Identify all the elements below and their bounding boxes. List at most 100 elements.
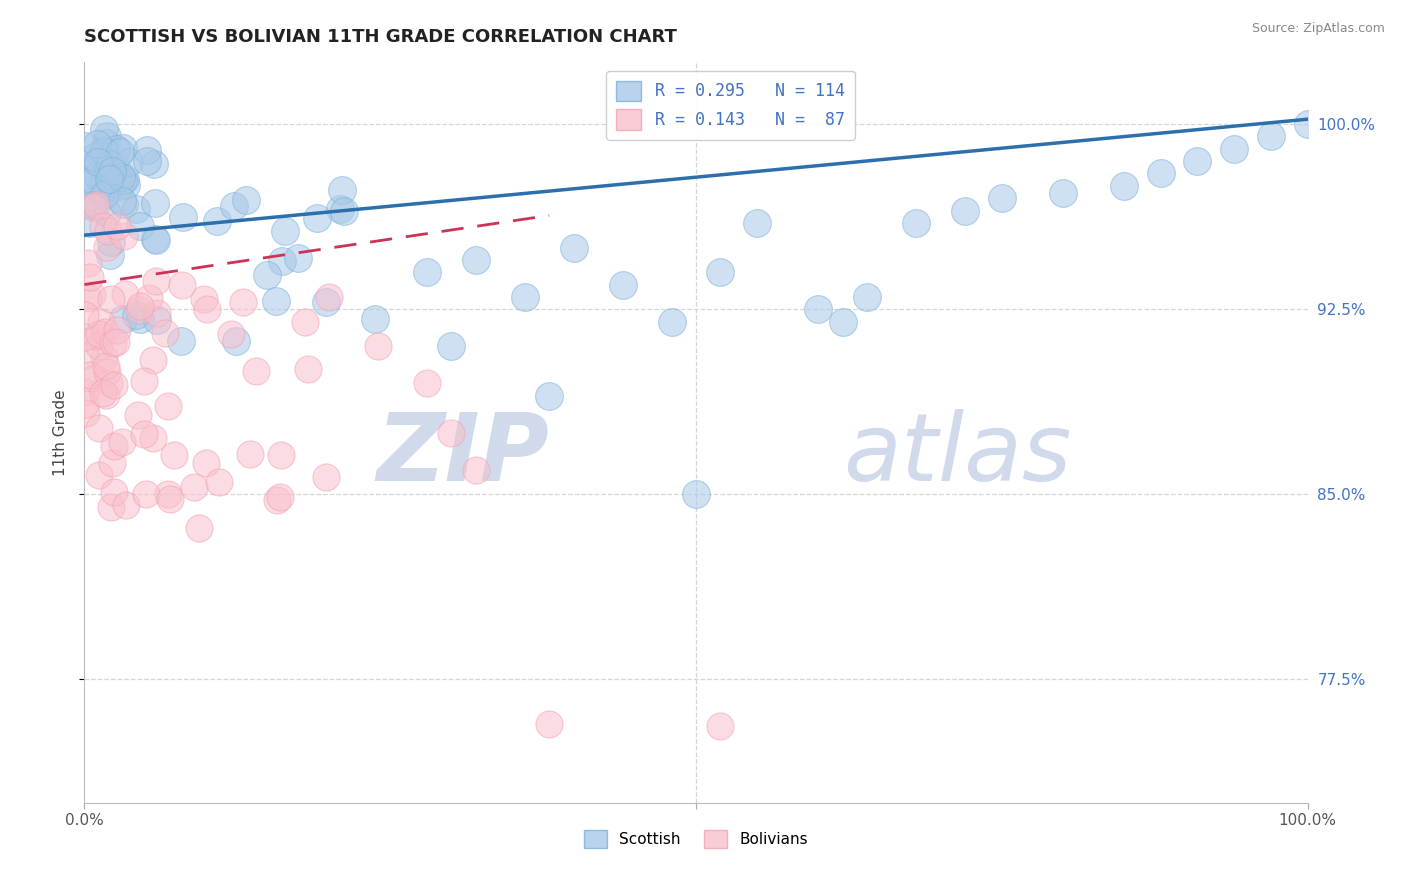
Point [76, 194, 98, 209]
Point [612, 277, 634, 292]
Point [273, 224, 295, 238]
Point [208, 475, 231, 489]
Point [709, 265, 731, 279]
Point [270, 448, 292, 462]
Point [194, 456, 217, 470]
Point [84, 198, 107, 212]
Point [93, 144, 115, 158]
Point [136, 144, 159, 158]
Point [93, 350, 115, 364]
Point [94, 136, 117, 151]
Point [82, 173, 104, 187]
Point [83, 150, 105, 164]
Point [80, 197, 103, 211]
Point [90, 315, 112, 329]
Point [831, 314, 853, 328]
Point [76, 183, 98, 197]
Point [363, 312, 385, 326]
Point [89, 421, 111, 435]
Point [172, 277, 194, 292]
Point [856, 290, 879, 304]
Point [75, 139, 97, 153]
Text: SCOTTISH VS BOLIVIAN 11TH GRADE CORRELATION CHART: SCOTTISH VS BOLIVIAN 11TH GRADE CORRELAT… [84, 28, 678, 45]
Point [297, 362, 319, 376]
Point [239, 447, 262, 461]
Point [73, 384, 96, 399]
Point [132, 375, 155, 389]
Point [330, 183, 353, 197]
Point [114, 171, 136, 186]
Point [264, 294, 287, 309]
Point [73, 308, 96, 322]
Point [807, 302, 830, 317]
Text: atlas: atlas [842, 409, 1071, 500]
Point [195, 302, 218, 317]
Point [127, 408, 149, 422]
Point [83, 370, 105, 384]
Point [79, 216, 101, 230]
Point [294, 314, 316, 328]
Point [269, 490, 291, 504]
Point [225, 334, 247, 348]
Point [97, 376, 120, 390]
Point [86, 136, 108, 151]
Point [79, 269, 101, 284]
Point [114, 286, 136, 301]
Point [271, 253, 294, 268]
Point [193, 293, 215, 307]
Point [145, 274, 167, 288]
Point [1260, 129, 1282, 144]
Point [156, 487, 179, 501]
Point [905, 216, 928, 230]
Point [128, 303, 150, 318]
Point [91, 178, 114, 192]
Point [562, 240, 585, 254]
Point [142, 352, 165, 367]
Point [163, 448, 186, 462]
Point [513, 290, 536, 304]
Point [86, 154, 108, 169]
Point [1114, 178, 1136, 193]
Point [97, 161, 120, 176]
Point [146, 306, 169, 320]
Point [232, 295, 254, 310]
Point [256, 268, 278, 283]
Point [245, 364, 267, 378]
Point [98, 248, 121, 262]
Point [1052, 186, 1074, 201]
Point [172, 210, 194, 224]
Point [98, 171, 121, 186]
Point [1223, 142, 1246, 156]
Point [440, 425, 463, 440]
Point [112, 173, 135, 187]
Point [87, 339, 110, 353]
Point [991, 191, 1014, 205]
Point [112, 197, 135, 211]
Point [440, 339, 463, 353]
Point [235, 194, 257, 208]
Point [1187, 154, 1209, 169]
Point [128, 312, 150, 326]
Point [100, 500, 122, 515]
Point [305, 211, 328, 226]
Point [107, 179, 129, 194]
Point [107, 165, 129, 179]
Point [709, 719, 731, 733]
Point [100, 292, 122, 306]
Text: Source: ZipAtlas.com: Source: ZipAtlas.com [1251, 22, 1385, 36]
Point [93, 122, 115, 136]
Point [110, 169, 132, 184]
Point [110, 145, 132, 159]
Point [103, 484, 125, 499]
Point [333, 203, 356, 218]
Point [111, 194, 134, 209]
Point [188, 520, 211, 534]
Legend: Scottish, Bolivians: Scottish, Bolivians [578, 823, 814, 855]
Point [142, 157, 165, 171]
Point [329, 202, 352, 216]
Point [84, 156, 107, 170]
Point [318, 290, 340, 304]
Point [464, 252, 486, 267]
Point [145, 313, 167, 327]
Point [747, 216, 769, 230]
